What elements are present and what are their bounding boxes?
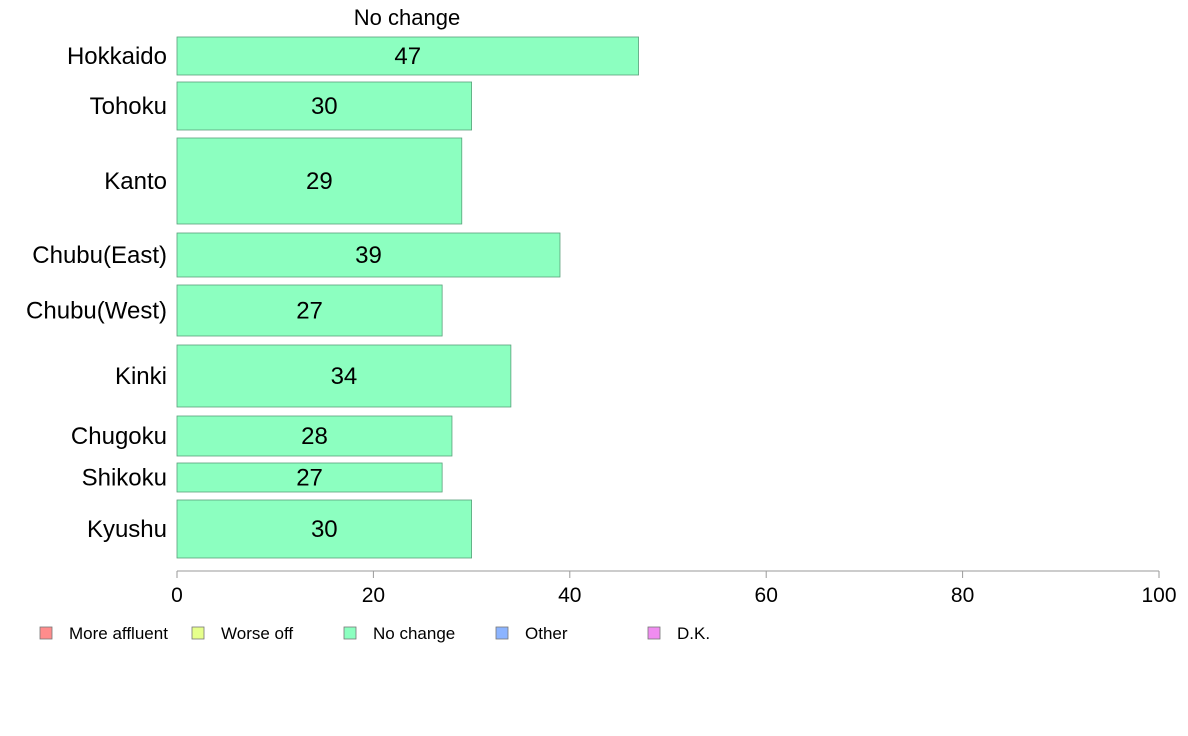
- legend-label-d-k: D.K.: [677, 624, 710, 643]
- bar-kanto: [176, 137, 463, 225]
- category-label-hokkaido: Hokkaido: [67, 43, 167, 70]
- bar-chubu-east: [176, 232, 561, 278]
- data-label-kinki: 34: [331, 363, 358, 390]
- bar-tohoku: [176, 81, 473, 131]
- x-axis: 0 20 40 60 80 100: [171, 570, 1177, 607]
- category-label-kanto: Kanto: [104, 168, 167, 195]
- x-tick-label-100: 100: [1141, 584, 1176, 607]
- category-label-shikoku: Shikoku: [82, 465, 167, 492]
- x-tick-label-80: 80: [951, 584, 974, 607]
- bar-chubu-west: [176, 284, 443, 337]
- legend-swatch-d-k: [647, 626, 661, 640]
- bar-hokkaido: [176, 36, 639, 76]
- legend: More affluent Worse off No change Other D.K.: [39, 624, 710, 643]
- data-label-tohoku: 30: [311, 93, 338, 120]
- bars-group: 47 Hokkaido 30 Tohoku 29 Kanto 39 Chubu(East) 27…: [26, 36, 639, 559]
- category-label-kyushu: Kyushu: [87, 516, 167, 543]
- legend-label-worse-off: Worse off: [221, 624, 293, 643]
- x-tick-label-20: 20: [362, 584, 385, 607]
- x-tick-label-60: 60: [755, 584, 778, 607]
- category-label-chubu-east: Chubu(East): [32, 242, 167, 269]
- legend-swatch-worse-off: [191, 626, 205, 640]
- bar-chugoku: [176, 415, 453, 457]
- legend-swatch-more-affluent: [39, 626, 53, 640]
- category-label-kinki: Kinki: [115, 363, 167, 390]
- category-label-chubu-west: Chubu(West): [26, 298, 167, 325]
- legend-swatch-other: [495, 626, 509, 640]
- chart-title: No change: [354, 5, 460, 30]
- data-label-shikoku: 27: [296, 465, 323, 492]
- data-label-hokkaido: 47: [394, 43, 421, 70]
- bar-kinki: [176, 344, 512, 408]
- data-label-kyushu: 30: [311, 516, 338, 543]
- data-label-chubu-east: 39: [355, 242, 382, 269]
- legend-swatch-no-change: [343, 626, 357, 640]
- bar-kyushu: [176, 499, 473, 559]
- data-label-chugoku: 28: [301, 423, 328, 450]
- category-label-tohoku: Tohoku: [90, 93, 167, 120]
- x-tick-label-0: 0: [171, 584, 183, 607]
- legend-label-other: Other: [525, 624, 568, 643]
- legend-label-no-change: No change: [373, 624, 455, 643]
- bar-shikoku: [176, 462, 443, 493]
- data-label-chubu-west: 27: [296, 298, 323, 325]
- category-label-chugoku: Chugoku: [71, 423, 167, 450]
- data-label-kanto: 29: [306, 168, 333, 195]
- x-tick-label-40: 40: [558, 584, 581, 607]
- legend-label-more-affluent: More affluent: [69, 624, 168, 643]
